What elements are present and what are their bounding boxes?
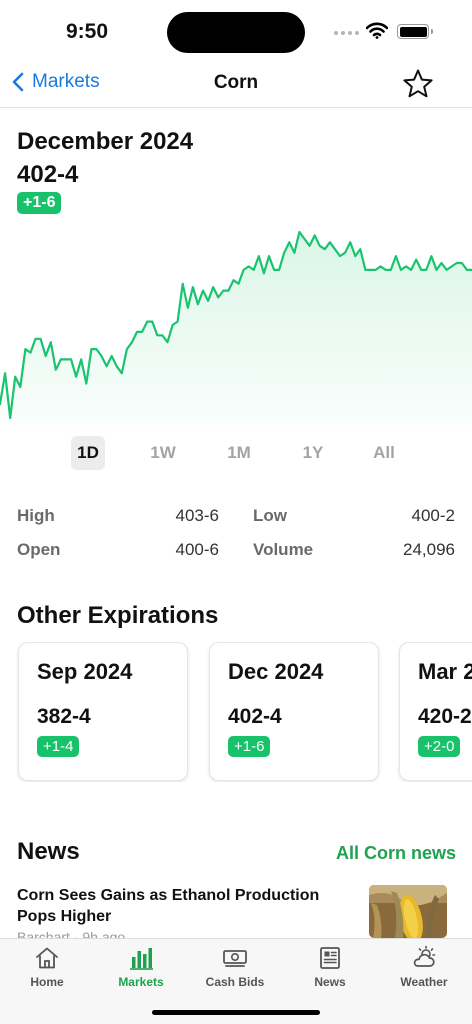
expiration-card[interactable]: Sep 2024 382-4 +1-4 — [18, 642, 188, 781]
expiration-price: 382-4 — [37, 705, 91, 728]
range-tab-1m[interactable]: 1M — [227, 443, 251, 462]
chevron-left-icon — [12, 72, 24, 92]
all-corn-news-link[interactable]: All Corn news — [336, 843, 457, 863]
price-chart[interactable] — [0, 220, 472, 425]
expiration-change-badge: +1-4 — [37, 736, 80, 757]
expirations-carousel[interactable]: Sep 2024 382-4 +1-4 Dec 2024 402-4 +1-6 … — [0, 642, 472, 782]
expiration-price: 420-2 — [418, 705, 472, 728]
expiration-change-badge: +1-6 — [228, 736, 271, 757]
tab-news[interactable]: News — [283, 945, 377, 989]
cellular-signal-icon — [334, 31, 359, 35]
news-title: News — [17, 838, 80, 865]
tab-home[interactable]: Home — [0, 945, 94, 989]
expiration-price: 402-4 — [228, 705, 282, 728]
expiration-card[interactable]: Dec 2024 402-4 +1-6 — [209, 642, 379, 781]
expiration-month: Mar 2025 — [418, 659, 472, 684]
chart-series-line — [0, 230, 472, 420]
expiration-card[interactable]: Mar 2025 420-2 +2-0 — [399, 642, 472, 781]
high-value: 403-6 — [175, 506, 219, 525]
newspaper-icon — [320, 947, 340, 969]
tab-markets[interactable]: Markets — [94, 945, 188, 989]
star-icon[interactable] — [402, 68, 434, 100]
range-tab-1d[interactable]: 1D — [71, 436, 105, 470]
wifi-icon — [366, 22, 388, 39]
range-tab-1w[interactable]: 1W — [150, 443, 176, 462]
chart-area — [0, 232, 472, 425]
tab-weather[interactable]: Weather — [377, 945, 471, 989]
news-thumbnail — [369, 885, 447, 938]
open-label: Open — [17, 540, 61, 559]
high-label: High — [17, 506, 55, 525]
news-headline: Corn Sees Gains as Ethanol Production Po… — [17, 887, 320, 925]
status-time: 9:50 — [66, 20, 109, 43]
back-button[interactable]: Markets — [12, 71, 100, 93]
bar-chart-icon — [130, 948, 153, 970]
back-label: Markets — [32, 71, 100, 92]
tab-label: News — [314, 975, 346, 989]
weather-icon — [413, 945, 436, 967]
tab-label: Cash Bids — [205, 975, 265, 989]
volume-value: 24,096 — [403, 540, 455, 559]
range-selector: 1D 1W 1M 1Y All — [0, 436, 472, 472]
other-expirations-title: Other Expirations — [17, 602, 219, 629]
cash-icon — [223, 950, 247, 967]
contract-name: December 2024 — [17, 128, 194, 155]
news-item[interactable]: Corn Sees Gains as Ethanol Production Po… — [0, 880, 472, 938]
dynamic-island — [167, 12, 305, 53]
home-indicator — [152, 1010, 320, 1015]
expiration-month: Sep 2024 — [37, 659, 133, 684]
tab-cash-bids[interactable]: Cash Bids — [188, 945, 282, 989]
expiration-change-badge: +2-0 — [418, 736, 461, 757]
tab-label: Weather — [400, 975, 448, 989]
open-value: 400-6 — [175, 540, 219, 559]
low-value: 400-2 — [411, 506, 455, 525]
range-tab-1y[interactable]: 1Y — [302, 443, 324, 462]
contract-price: 402-4 — [17, 161, 79, 188]
tab-bar: Home Markets Cash Bids News — [0, 938, 472, 1024]
tab-label: Home — [30, 975, 64, 989]
news-meta: Barchart - 9h ago — [17, 929, 126, 938]
home-icon — [36, 947, 58, 969]
volume-label: Volume — [253, 540, 314, 559]
battery-icon — [397, 24, 433, 39]
navigation-bar: Markets Corn — [0, 62, 472, 108]
tab-label: Markets — [118, 975, 164, 989]
range-tab-all[interactable]: All — [373, 443, 395, 462]
status-bar: 9:50 — [0, 0, 472, 62]
price-change-badge: +1-6 — [17, 192, 62, 214]
low-label: Low — [253, 506, 287, 525]
expiration-month: Dec 2024 — [228, 659, 324, 684]
